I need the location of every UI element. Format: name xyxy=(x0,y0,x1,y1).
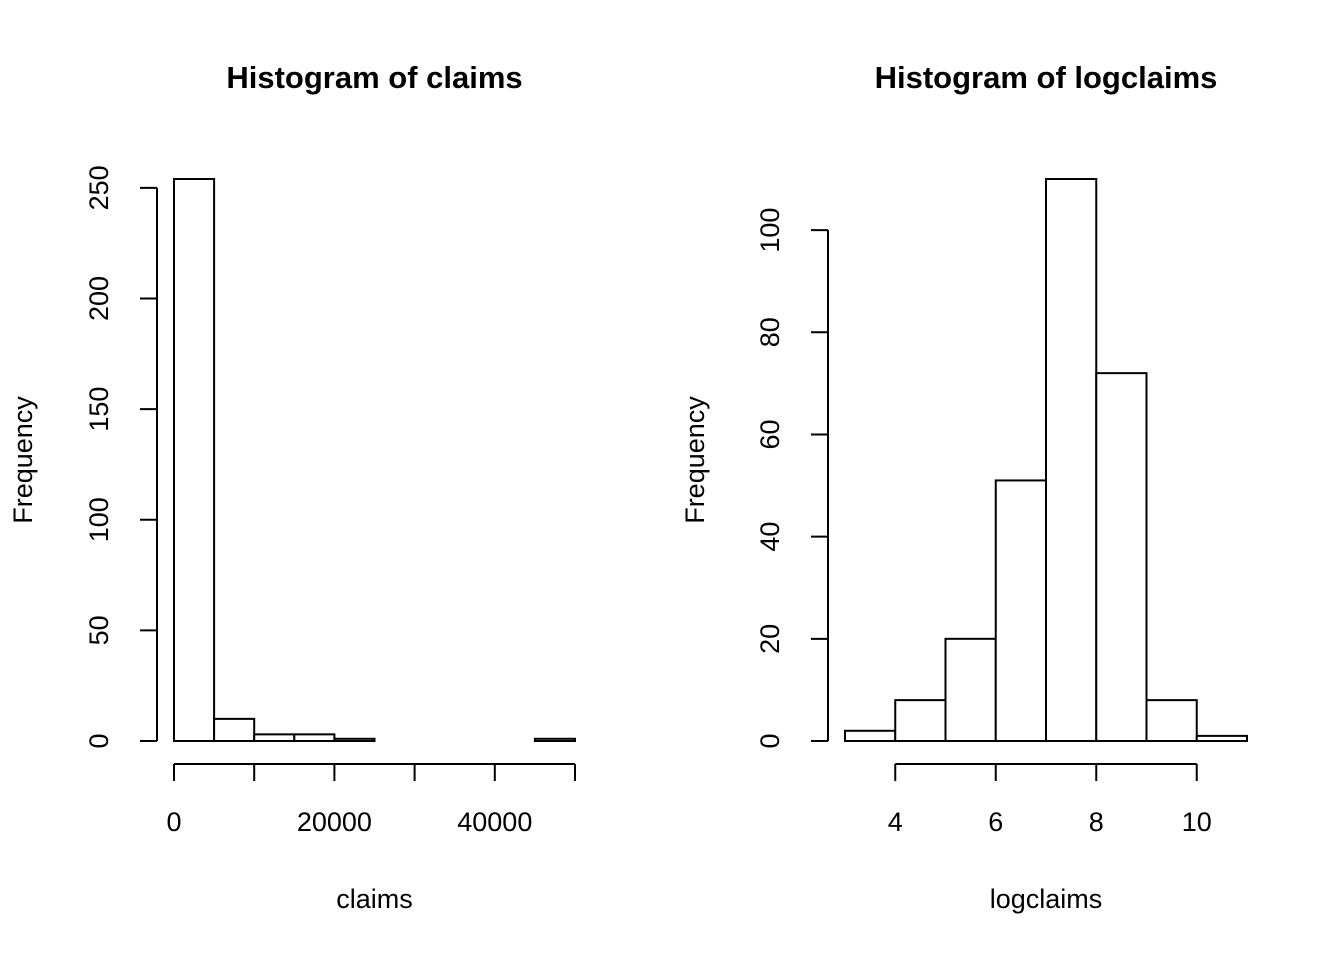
x-axis-label: claims xyxy=(336,884,413,914)
y-tick-label: 40 xyxy=(755,522,785,552)
x-tick-label: 0 xyxy=(166,807,181,837)
bar xyxy=(844,729,897,742)
y-tick-label: 100 xyxy=(755,208,785,253)
x-tick-label: 10 xyxy=(1182,807,1212,837)
bar xyxy=(333,737,376,743)
bar xyxy=(1045,178,1098,742)
y-tick-label: 50 xyxy=(84,615,114,645)
bar xyxy=(293,733,336,742)
x-tick-label: 8 xyxy=(1089,807,1104,837)
x-tick-label: 6 xyxy=(988,807,1003,837)
y-axis-label: Frequency xyxy=(680,396,710,524)
y-tick-label: 250 xyxy=(84,165,114,210)
bar xyxy=(253,733,296,742)
x-tick-label: 4 xyxy=(888,807,903,837)
bar xyxy=(994,479,1047,742)
y-tick-label: 0 xyxy=(755,733,785,748)
x-tick-label: 20000 xyxy=(297,807,372,837)
y-tick-label: 60 xyxy=(755,419,785,449)
y-axis-label: Frequency xyxy=(8,396,38,524)
bar xyxy=(944,637,997,742)
bar xyxy=(1195,734,1248,743)
bar xyxy=(894,699,947,742)
y-tick-label: 100 xyxy=(84,497,114,542)
y-tick-label: 200 xyxy=(84,276,114,321)
chart-title: Histogram of claims xyxy=(226,60,522,95)
bar xyxy=(213,717,256,743)
y-tick-label: 150 xyxy=(84,387,114,432)
bar xyxy=(1095,372,1148,742)
bar xyxy=(1145,699,1198,742)
x-tick-label: 40000 xyxy=(457,807,532,837)
x-axis-label: logclaims xyxy=(990,884,1103,914)
bar xyxy=(533,737,577,743)
y-tick-label: 20 xyxy=(755,624,785,654)
chart-title: Histogram of logclaims xyxy=(875,60,1218,95)
bar xyxy=(173,178,216,742)
y-tick-label: 80 xyxy=(755,317,785,347)
y-tick-label: 0 xyxy=(84,733,114,748)
